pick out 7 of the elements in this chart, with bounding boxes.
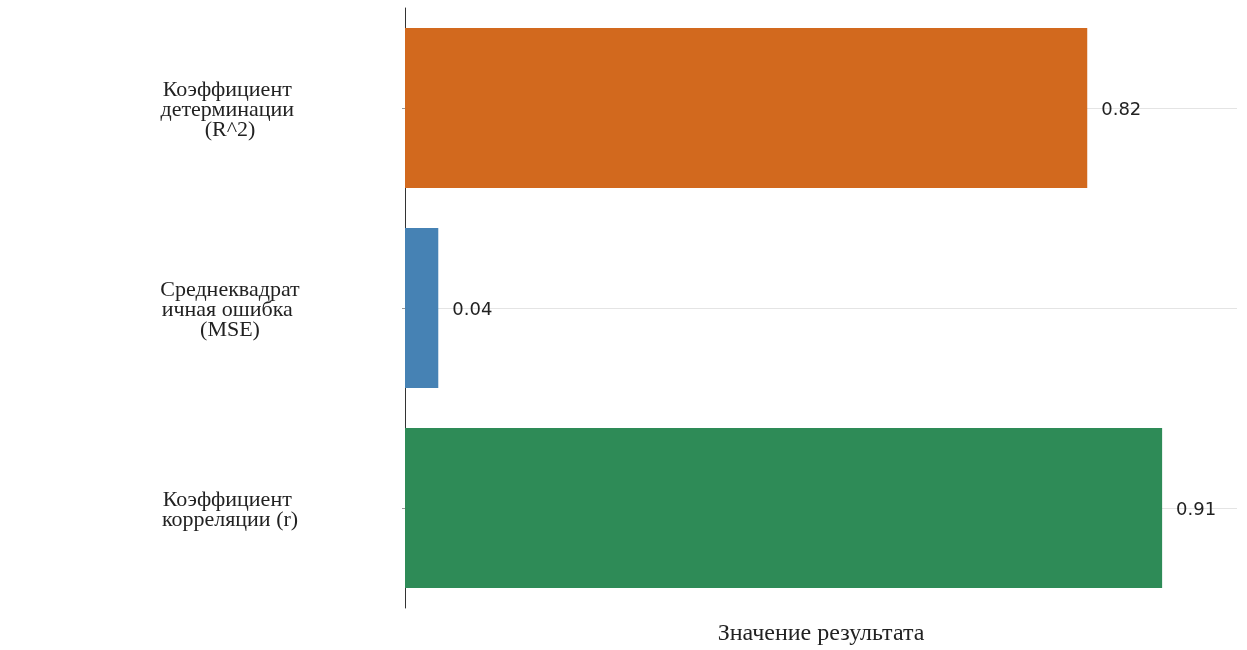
y-tick-label: Коэффициент корреляции (r) (161, 485, 299, 531)
data-label: 0.82 (1101, 97, 1142, 119)
data-label: 0.04 (452, 297, 493, 319)
data-label: 0.91 (1176, 497, 1217, 519)
y-tick-label: Среднеквадратичная ошибка (MSE) (160, 275, 301, 341)
x-axis-title: Значение результата (717, 619, 925, 645)
y-tick-label: Коэффициент детерминации (R^2) (160, 75, 300, 141)
